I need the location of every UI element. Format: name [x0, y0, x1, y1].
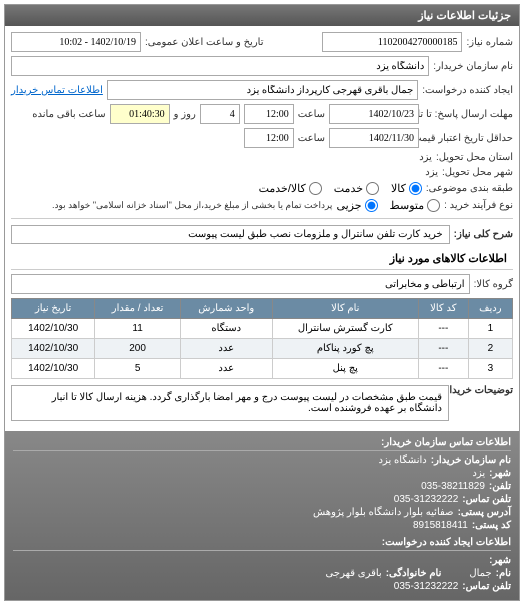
category-radio-group: کالا خدمت کالا/خدمت: [259, 182, 422, 195]
announce-input[interactable]: [11, 32, 141, 52]
table-cell: 11: [95, 319, 181, 339]
table-row: 1---کارت گسترش سانترالدستگاه111402/10/30: [12, 319, 513, 339]
process-radio-group: متوسط جزیی: [336, 199, 440, 212]
col-date: تاریخ نیاز: [12, 299, 95, 319]
table-cell: کارت گسترش سانترال: [272, 319, 418, 339]
group-input[interactable]: [11, 274, 470, 294]
validity-time-input[interactable]: [244, 128, 294, 148]
category-label: طبقه بندی موضوعی:: [426, 183, 513, 194]
table-cell: عدد: [180, 359, 272, 379]
validity-label: حداقل تاریخ اعتبار قیمت: تا تاریخ:: [423, 133, 513, 144]
table-cell: 1402/10/30: [12, 359, 95, 379]
col-code: کد کالا: [418, 299, 468, 319]
table-cell: پچ پنل: [272, 359, 418, 379]
table-cell: 2: [468, 339, 512, 359]
c2-phone: 035-31232222: [394, 581, 459, 592]
group-label: گروه کالا:: [474, 279, 513, 290]
table-cell: پچ کورد پناکام: [272, 339, 418, 359]
proc-medium-radio[interactable]: متوسط: [390, 199, 441, 212]
c2-city-label: شهر:: [489, 555, 511, 566]
table-cell: دستگاه: [180, 319, 272, 339]
c1-phone-label: تلفن:: [489, 481, 511, 492]
table-row: 3---پچ پنلعدد51402/10/30: [12, 359, 513, 379]
time-label-2: ساعت: [298, 133, 325, 144]
proc-minor-radio[interactable]: جزیی: [336, 199, 377, 212]
need-no-input[interactable]: [322, 32, 462, 52]
c2-name-label: نام:: [496, 568, 511, 579]
c2-phone-label: تلفن تماس:: [462, 581, 511, 592]
desc-value: خرید کارت تلفن سانترال و ملزومات نصب طبق…: [11, 225, 450, 244]
remaining-days-label: روز و: [174, 109, 196, 120]
form-area: شماره نیاز: تاریخ و ساعت اعلان عمومی: نا…: [5, 26, 519, 431]
table-cell: ---: [418, 339, 468, 359]
table-cell: 5: [95, 359, 181, 379]
remaining-time-input: [110, 104, 170, 124]
cat-goods-radio[interactable]: کالا: [391, 182, 422, 195]
city-value: یزد: [425, 167, 438, 178]
c1-org-label: نام سازمان خریدار:: [431, 455, 511, 466]
time-label-1: ساعت: [298, 109, 325, 120]
table-cell: 1402/10/30: [12, 319, 95, 339]
c1-addr-label: آدرس پستی:: [458, 507, 511, 518]
process-note: پرداخت تمام یا بخشی از مبلغ خرید،از محل …: [52, 200, 332, 211]
table-cell: ---: [418, 319, 468, 339]
col-row: ردیف: [468, 299, 512, 319]
buyer-input[interactable]: [11, 56, 429, 76]
panel-title: جزئیات اطلاعات نیاز: [5, 5, 519, 26]
cat-both-radio[interactable]: کالا/خدمت: [259, 182, 322, 195]
process-label: نوع فرآیند خرید :: [444, 200, 513, 211]
col-qty: تعداد / مقدار: [95, 299, 181, 319]
col-unit: واحد شمارش: [180, 299, 272, 319]
c2-name: جمال: [469, 568, 491, 579]
col-name: نام کالا: [272, 299, 418, 319]
table-cell: عدد: [180, 339, 272, 359]
c1-org: دانشگاه یزد: [378, 455, 426, 466]
remaining-days-input: [200, 104, 240, 124]
table-cell: 1402/10/30: [12, 339, 95, 359]
table-cell: 200: [95, 339, 181, 359]
deadline-time-input[interactable]: [244, 104, 294, 124]
validity-date-input[interactable]: [329, 128, 419, 148]
province-value: یزد: [419, 152, 432, 163]
goods-title: اطلاعات کالاهای مورد نیاز: [11, 248, 513, 270]
province-label: استان محل تحویل:: [436, 152, 513, 163]
remaining-suffix: ساعت باقی مانده: [32, 109, 105, 120]
contact-buyer-section: اطلاعات تماس سازمان خریدار: نام سازمان خ…: [5, 431, 519, 600]
city-label: شهر محل تحویل:: [442, 167, 513, 178]
need-no-label: شماره نیاز:: [466, 37, 513, 48]
c1-fax-label: تلفن تماس:: [462, 494, 511, 505]
c1-post: 8915818411: [413, 520, 468, 531]
desc-label: شرح کلی نیاز:: [454, 229, 513, 240]
c2-family: باقری قهرجی: [326, 568, 382, 579]
c1-city-label: شهر:: [489, 468, 511, 479]
note-label: توضیحات خریدار:: [453, 385, 513, 396]
contact1-title: اطلاعات تماس سازمان خریدار:: [13, 437, 511, 451]
table-header-row: ردیف کد کالا نام کالا واحد شمارش تعداد /…: [12, 299, 513, 319]
creator-input[interactable]: [107, 80, 418, 100]
announce-label: تاریخ و ساعت اعلان عمومی:: [145, 37, 264, 48]
cat-service-radio[interactable]: خدمت: [334, 182, 379, 195]
c1-city: یزد: [472, 468, 485, 479]
details-panel: جزئیات اطلاعات نیاز شماره نیاز: تاریخ و …: [4, 4, 520, 601]
table-cell: 3: [468, 359, 512, 379]
c1-post-label: کد پستی:: [472, 520, 511, 531]
c1-phone: 035-38211829: [421, 481, 485, 492]
deadline-label: مهلت ارسال پاسخ: تا تاریخ:: [423, 109, 513, 120]
table-row: 2---پچ کورد پناکامعدد2001402/10/30: [12, 339, 513, 359]
contact2-title: اطلاعات ایجاد کننده درخواست:: [13, 537, 511, 551]
c1-fax: 035-31232222: [394, 494, 459, 505]
buyer-label: نام سازمان خریدار:: [433, 61, 513, 72]
creator-label: ایجاد کننده درخواست:: [422, 85, 513, 96]
table-cell: 1: [468, 319, 512, 339]
c2-family-label: نام خانوادگی:: [386, 568, 442, 579]
note-text: قیمت طبق مشخصات در لیست پیوست درج و مهر …: [11, 385, 449, 421]
contact-link[interactable]: اطلاعات تماس خریدار: [11, 85, 103, 96]
deadline-date-input[interactable]: [329, 104, 419, 124]
goods-table: ردیف کد کالا نام کالا واحد شمارش تعداد /…: [11, 298, 513, 379]
c1-addr: صفائیه بلوار دانشگاه بلوار پژوهش: [313, 507, 454, 518]
table-cell: ---: [418, 359, 468, 379]
